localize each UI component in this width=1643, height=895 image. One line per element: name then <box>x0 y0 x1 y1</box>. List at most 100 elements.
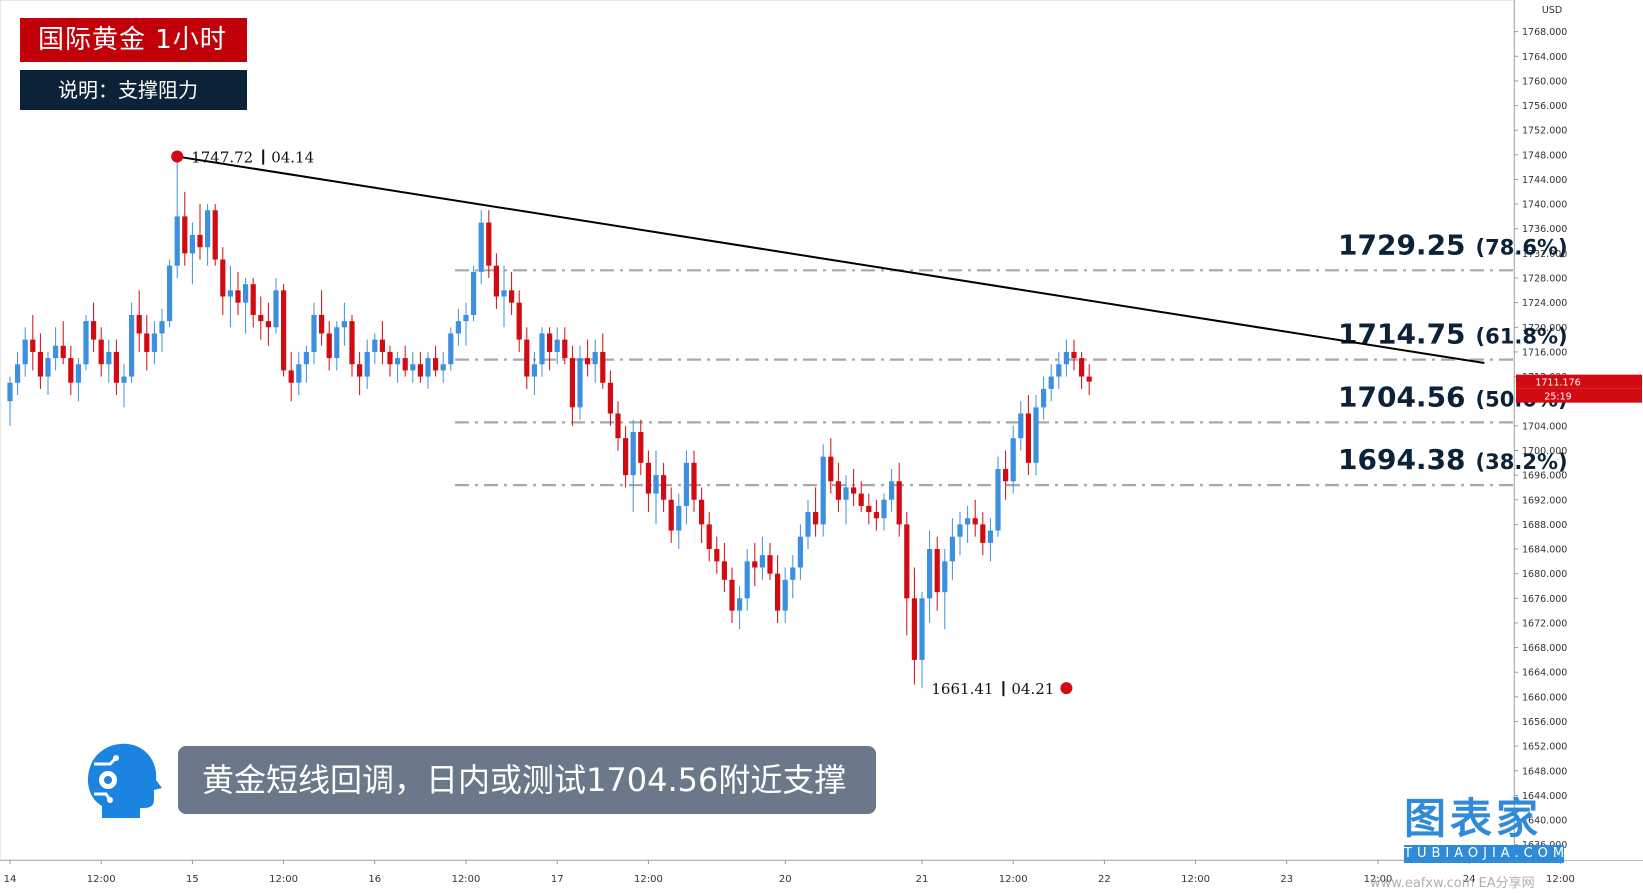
candle-body <box>995 468 1001 531</box>
swing-high-marker <box>171 150 184 163</box>
candle-body <box>106 351 112 365</box>
candle-body <box>949 536 955 562</box>
candle-body <box>509 290 515 303</box>
watermark-logo: 图表家 TUBIAOJIA.COM <box>1404 797 1564 869</box>
candle-body <box>235 290 241 303</box>
chart-title: 国际黄金 1小时 <box>20 18 247 62</box>
candle-body <box>721 561 727 580</box>
candle-body <box>395 358 401 365</box>
candle-body <box>873 512 879 519</box>
candle-body <box>987 530 993 543</box>
candle-body <box>68 358 74 383</box>
currency-label: USD <box>1542 5 1562 16</box>
price-tick-label: 1744.000 <box>1522 175 1567 186</box>
candle-body <box>174 216 180 266</box>
candle-body <box>159 321 165 334</box>
price-tick-label: 1644.000 <box>1522 791 1567 802</box>
candle-body <box>151 333 157 352</box>
candle-body <box>471 271 477 315</box>
time-tick-label: 16 <box>368 874 381 885</box>
price-tick-label: 1732.000 <box>1522 249 1567 260</box>
price-tick-label: 1760.000 <box>1522 76 1567 87</box>
time-tick-label: 12:00 <box>1364 874 1393 885</box>
candle-body <box>1086 376 1092 382</box>
price-tick-label: 1720.000 <box>1522 323 1567 334</box>
candle-body <box>835 481 841 500</box>
candle-body <box>501 290 507 297</box>
candle-body <box>227 290 233 297</box>
candle-body <box>919 598 925 660</box>
candle-body <box>250 284 256 315</box>
candle-body <box>805 512 811 537</box>
candle-body <box>554 339 560 352</box>
countdown-value: 25:19 <box>1544 392 1571 403</box>
candle-body <box>706 524 712 550</box>
price-tick-label: 1664.000 <box>1522 668 1567 679</box>
candle-body <box>417 364 423 377</box>
candle-body <box>927 549 933 599</box>
price-tick-label: 1724.000 <box>1522 298 1567 309</box>
candle-body <box>782 579 788 611</box>
candle-body <box>364 351 370 377</box>
candle-body <box>881 499 887 519</box>
candle-body <box>1079 358 1085 377</box>
price-tick-label: 1648.000 <box>1522 766 1567 777</box>
candle-body <box>516 302 522 340</box>
watermark-site: www.eafxw.com EA分享网 <box>1370 876 1535 891</box>
candle-body <box>661 475 667 500</box>
candle-body <box>197 234 203 248</box>
candle-body <box>592 351 598 365</box>
candle-body <box>273 290 279 328</box>
time-tick-label: 17 <box>551 874 564 885</box>
candle-body <box>478 222 484 272</box>
candle-body <box>334 327 340 359</box>
time-tick-label: 24 <box>1463 874 1476 885</box>
candle-body <box>1018 413 1024 439</box>
time-tick-label: 22 <box>1098 874 1111 885</box>
candle-body <box>91 321 97 340</box>
fib-percent: (38.2%) <box>1476 450 1568 474</box>
last-price-tag <box>1516 374 1642 389</box>
candle-body <box>972 518 978 525</box>
time-tick-label: 12:00 <box>999 874 1028 885</box>
candle-body <box>980 524 986 543</box>
candle-body <box>7 382 13 402</box>
candle-body <box>1071 351 1077 359</box>
candle-body <box>759 555 765 568</box>
time-tick-label: 12:00 <box>269 874 298 885</box>
candle-body <box>539 333 545 365</box>
candle-body <box>265 321 271 328</box>
trendline <box>177 155 1485 365</box>
candle-body <box>767 555 773 574</box>
candle-body <box>683 462 689 506</box>
candle-body <box>448 333 454 365</box>
price-tick-label: 1764.000 <box>1522 52 1567 63</box>
candle-body <box>851 487 857 494</box>
candle-body <box>934 549 940 593</box>
candle-body <box>942 561 948 593</box>
candle-body <box>653 475 659 494</box>
candle-body <box>121 376 127 383</box>
candle-body <box>425 358 431 377</box>
candle-body <box>858 493 864 506</box>
candle-body <box>129 314 135 377</box>
price-tick-label: 1656.000 <box>1522 717 1567 728</box>
time-tick-label: 14 <box>4 874 17 885</box>
candle-body <box>243 284 249 303</box>
price-tick-label: 1740.000 <box>1522 200 1567 211</box>
candle-body <box>1010 438 1016 482</box>
price-tick-label: 1676.000 <box>1522 594 1567 605</box>
candle-body <box>83 321 89 365</box>
candle-body <box>379 339 385 352</box>
candle-body <box>258 314 264 322</box>
candle-body <box>281 290 287 371</box>
price-tick-label: 1736.000 <box>1522 224 1567 235</box>
candle-body <box>691 462 697 500</box>
time-tick-label: 20 <box>779 874 792 885</box>
candle-body <box>957 524 963 537</box>
candle-body <box>15 364 21 383</box>
candle-body <box>562 339 568 359</box>
price-tick-label: 1652.000 <box>1522 742 1567 753</box>
